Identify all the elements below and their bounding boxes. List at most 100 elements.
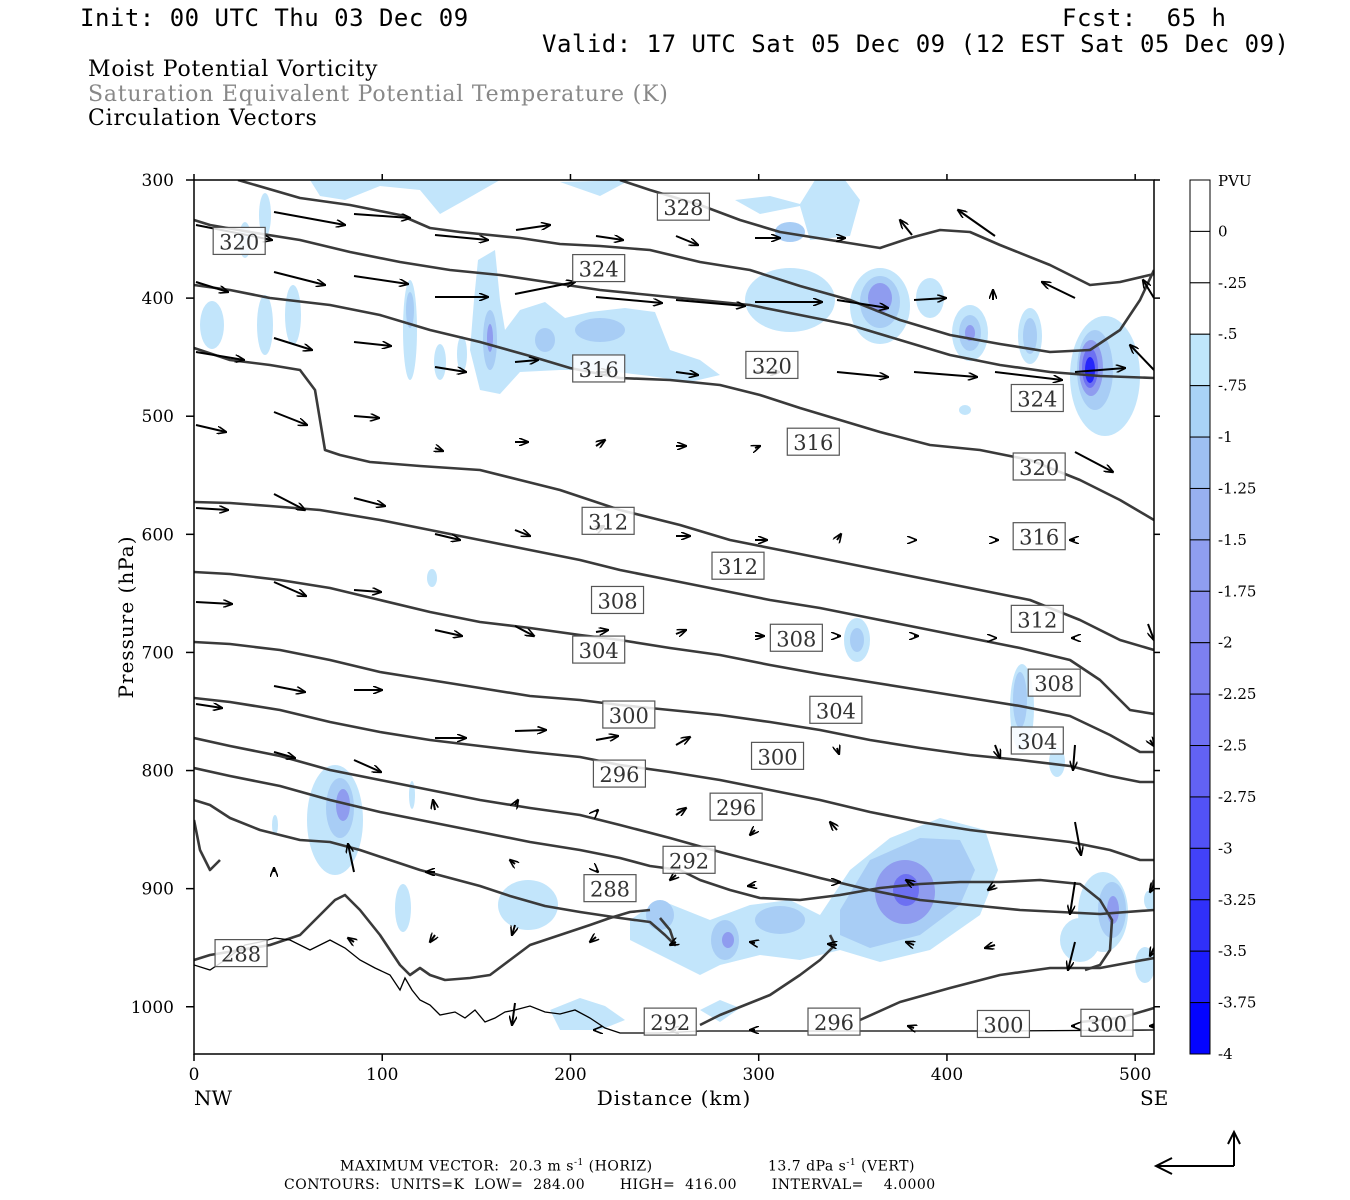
contour-label-box (581, 506, 635, 535)
field-title-mpv: Moist Potential Vorticity (88, 57, 379, 82)
colorbar-tick-label: -3.5 (1218, 942, 1247, 960)
contour-label-box (1080, 1008, 1134, 1037)
contour-label: 308 (590, 585, 645, 615)
circulation-vectors (195, 210, 1154, 1030)
pvu-colorbar: 0 -.25 -.5 -.75 -1 -1.25 -1.5 -1.75 -2 -2.25 -2.5 -… (1189, 179, 1256, 1063)
contour-label-text: 300 (983, 1013, 1023, 1037)
contour-label: 292 (643, 1007, 697, 1036)
contour-label-box (602, 700, 656, 729)
colorbar-cell (1189, 1002, 1211, 1055)
contour-label-text: 320 (752, 354, 792, 378)
colorbar-tick-label: -.5 (1218, 325, 1237, 343)
contour-label-box (212, 226, 266, 256)
colorbar-cell (1189, 590, 1211, 644)
theta-es-contours (194, 180, 1154, 1027)
colorbar-title: PVU (1218, 172, 1252, 190)
colorbar-tick-label: -3.25 (1218, 891, 1256, 909)
contour-label-box (214, 939, 268, 968)
contour-label: 328 (656, 192, 711, 221)
contour-label-text: 288 (221, 943, 261, 967)
y-tick-label: 1000 (131, 998, 174, 1018)
contour-info: CONTOURS: UNITS=K LOW= 284.00 HIGH= 416.… (284, 1177, 936, 1193)
contour-label: 296 (592, 759, 647, 788)
contour-label-text: 304 (816, 699, 856, 723)
colorbar-tick-label: -2.5 (1218, 737, 1247, 755)
colorbar-cell (1189, 745, 1211, 798)
contour-label: 304 (572, 635, 626, 664)
contour-label: 292 (662, 845, 716, 874)
contour-label: 288 (214, 939, 268, 968)
x-tick-label: 0 (189, 1065, 200, 1085)
contour-label-text: 324 (579, 258, 619, 282)
contour-label-text: 300 (1087, 1012, 1127, 1036)
contour-label-text: 320 (1019, 456, 1059, 480)
y-tick-label: 500 (142, 407, 174, 427)
contour-label-box (1010, 726, 1064, 755)
field-title-theta-es: Saturation Equivalent Potential Temperat… (88, 82, 669, 107)
init-time: Init: 00 UTC Thu 03 Dec 09 (80, 4, 469, 32)
contour-label-text: 312 (718, 555, 758, 579)
x-tick-label: 500 (1119, 1065, 1151, 1085)
contour-label-box (786, 427, 840, 456)
forecast-hour: Fcst: 65 h (1062, 4, 1227, 32)
colorbar-tick-label: -1 (1218, 428, 1233, 446)
colorbar-cell (1189, 436, 1211, 489)
y-tick-label: 900 (142, 880, 174, 900)
contour-label: 312 (711, 551, 765, 580)
valid-time: Valid: 17 UTC Sat 05 Dec 09 (12 EST Sat … (542, 30, 1290, 58)
y-tick-label: 800 (142, 762, 174, 782)
contour-label-box (1012, 452, 1066, 481)
colorbar-cell (1189, 642, 1211, 695)
contour-label-box (583, 874, 637, 903)
contour-label-text: 288 (590, 878, 630, 902)
colorbar-cell (1189, 693, 1211, 747)
colorbar-tick-label: -.75 (1218, 377, 1247, 395)
contour-label: 300 (976, 1009, 1031, 1039)
contour-label-box (807, 1007, 861, 1036)
colorbar-tick-label: -4 (1218, 1045, 1233, 1063)
x-tick-label: 400 (931, 1065, 963, 1085)
contour-label-box (976, 1009, 1031, 1039)
colorbar-cell (1189, 539, 1211, 592)
colorbar-tick-label: -3.75 (1218, 994, 1256, 1012)
horiz-unit-exp: -1 (573, 1158, 584, 1168)
colorbar-cell (1189, 282, 1211, 335)
contour-label: 304 (1010, 726, 1064, 755)
colorbar-cell (1189, 796, 1211, 849)
contour-label-box (656, 192, 711, 221)
x-end-label-se: SE (1140, 1086, 1168, 1110)
colorbar-tick-label: 0 (1218, 222, 1228, 240)
colorbar-cell (1189, 487, 1211, 541)
colorbar-tick-label: -2 (1218, 634, 1233, 652)
contour-label-text: 296 (814, 1011, 854, 1035)
horiz-max: 20.3 m s (509, 1158, 574, 1175)
colorbar-tick-label: -1.75 (1218, 582, 1256, 600)
y-tick-label: 600 (142, 525, 174, 545)
y-tick-label: 700 (142, 643, 174, 663)
x-tick-label: 200 (554, 1065, 586, 1085)
contour-label-box (1012, 522, 1066, 551)
contour-label-text: 308 (597, 589, 637, 613)
contour-label: 320 (1012, 452, 1066, 481)
colorbar-cell (1189, 950, 1211, 1004)
field-title-vectors: Circulation Vectors (88, 106, 318, 131)
terrain-line (194, 937, 1154, 1034)
vert-tag: (VERT) (856, 1158, 915, 1175)
vert-unit-exp: -1 (846, 1158, 857, 1168)
contour-label-box (769, 623, 823, 652)
contour-label-text: 292 (650, 1011, 690, 1035)
colorbar-tick-label: -.25 (1218, 274, 1247, 292)
colorbar-cell (1189, 179, 1211, 232)
x-tick-label: 100 (366, 1065, 398, 1085)
contour-label-box (592, 759, 647, 788)
contour-labels: 328 320 324 316 320 324 316 320 312 316 312 308 312 3… (212, 192, 1134, 1039)
y-axis-title: Pressure (hPa) (114, 536, 138, 699)
contour-label-box (572, 635, 626, 664)
contour-label: 308 (769, 623, 823, 652)
contour-label-box (1010, 383, 1064, 413)
contour-label-text: 312 (588, 510, 628, 534)
colorbar-tick-label: -1.25 (1218, 479, 1256, 497)
contour-label-text: 320 (219, 230, 259, 254)
contour-label-box (809, 695, 863, 724)
